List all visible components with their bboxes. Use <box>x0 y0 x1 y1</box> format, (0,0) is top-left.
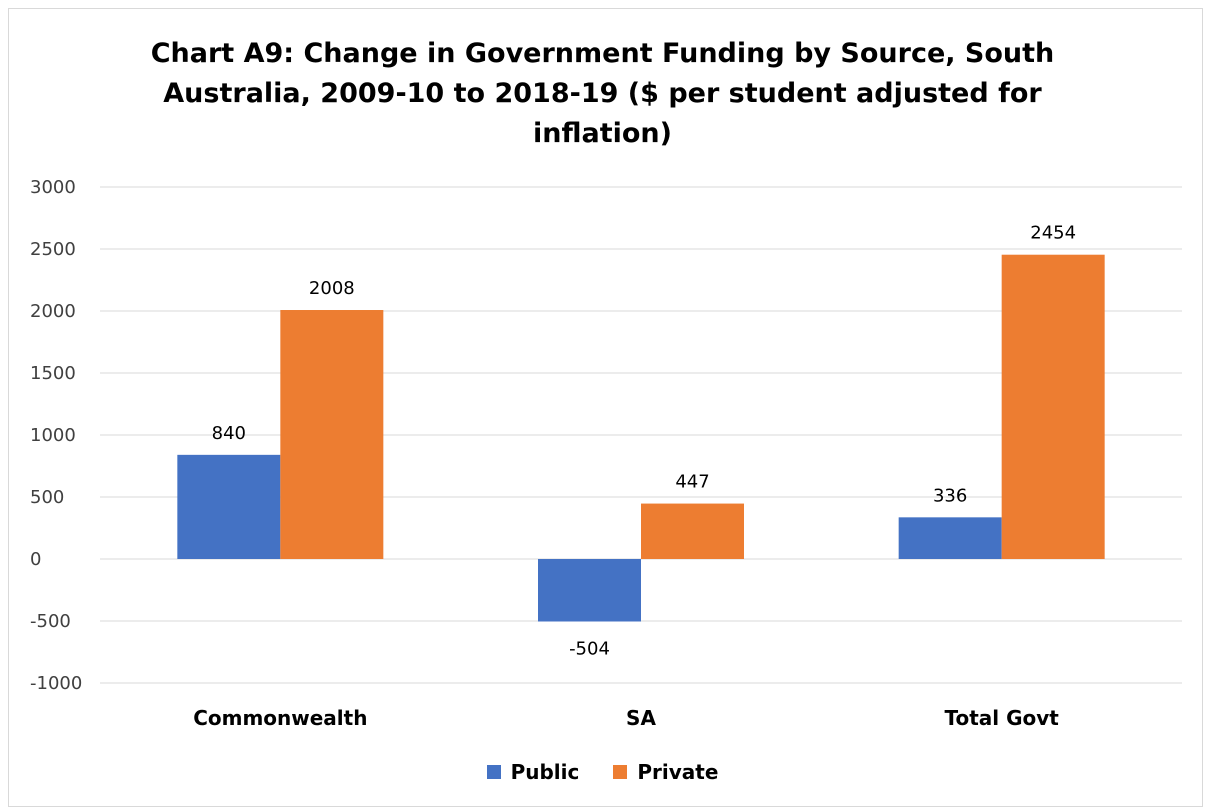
y-tick-label: -1000 <box>30 673 82 694</box>
data-label: 2008 <box>309 278 355 299</box>
data-label: 447 <box>675 472 709 493</box>
bar-public <box>177 454 281 559</box>
bar-private <box>641 503 744 559</box>
chart-legend: Public Private <box>0 760 1205 784</box>
x-category-label: Total Govt <box>944 706 1059 730</box>
y-tick-label: 1000 <box>30 425 76 446</box>
legend-item-private: Private <box>613 760 718 784</box>
y-tick-label: 0 <box>30 549 41 570</box>
data-label: 336 <box>933 485 967 506</box>
chart-title-line-2: Australia, 2009-10 to 2018-19 ($ per stu… <box>163 78 1042 109</box>
y-tick-label: 1500 <box>30 363 76 384</box>
bar-public <box>898 517 1002 559</box>
bar-private <box>1001 254 1105 560</box>
legend-label-private: Private <box>637 760 719 784</box>
chart-title-line-1: Chart A9: Change in Government Funding b… <box>150 38 1055 69</box>
y-tick-label: 2000 <box>30 301 76 322</box>
chart-title: Chart A9: Change in Government Funding b… <box>0 34 1205 154</box>
legend-label-public: Public <box>510 760 580 784</box>
x-category-label: SA <box>626 706 656 730</box>
legend-item-public: Public <box>486 760 580 784</box>
y-tick-label: 3000 <box>30 177 76 198</box>
y-tick-label: -500 <box>30 611 71 632</box>
y-tick-label: 500 <box>30 487 64 508</box>
y-tick-label: 2500 <box>30 239 76 260</box>
data-label: -504 <box>569 638 610 659</box>
legend-swatch-private <box>613 765 628 779</box>
chart-title-line-3: inflation) <box>533 118 672 149</box>
bar-public <box>538 559 641 622</box>
data-label: 2454 <box>1030 223 1076 244</box>
x-category-label: Commonwealth <box>193 706 367 730</box>
data-label: 840 <box>212 423 246 444</box>
bar-private <box>280 310 384 559</box>
legend-swatch-public <box>486 765 501 779</box>
